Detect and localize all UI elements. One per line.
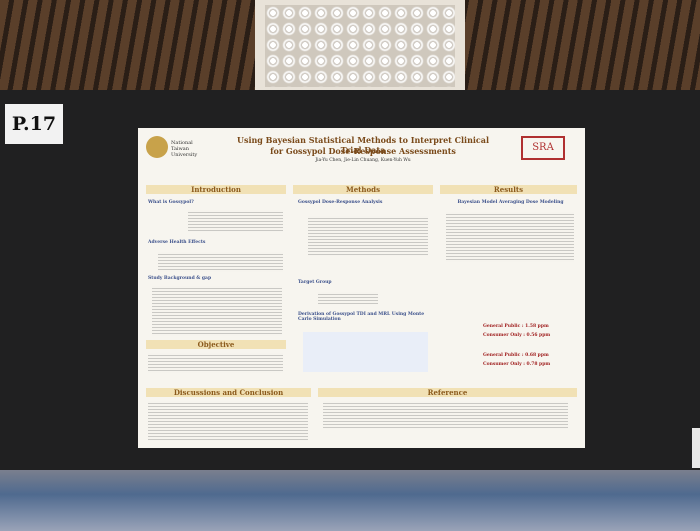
- text-block: [318, 292, 378, 304]
- table: [308, 216, 428, 256]
- board-label: P.17: [5, 104, 63, 144]
- university: National Taiwan University: [171, 140, 198, 158]
- subheading: What is Gossypol?: [148, 200, 194, 205]
- section-heading: Reference: [318, 388, 577, 397]
- section-heading: Objective: [146, 340, 286, 349]
- text-block: [152, 286, 282, 336]
- logo: [146, 136, 168, 158]
- result: General Public : 1.58 ppm: [483, 324, 549, 329]
- carpet: [0, 470, 700, 531]
- text-block: [148, 401, 308, 441]
- authors: Jia-Yu Chen, Jie-Lin Chuang, Kuen-Yuh Wu: [315, 158, 411, 163]
- text-block: [158, 252, 283, 272]
- subheading: Gossypol Dose-Response Analysis: [298, 200, 383, 205]
- result: General Public : 0.68 ppm: [483, 353, 549, 358]
- subheading: Derivation of Gossypol TDI and MRL Using…: [298, 312, 425, 322]
- flow-diagram: [303, 332, 428, 372]
- result: Consumer Only : 0.56 ppm: [483, 333, 551, 338]
- subheading: Bayesian Model Averaging Dose Modeling: [457, 200, 564, 205]
- section-heading: Methods: [293, 185, 433, 194]
- subheading: Study Background & gap: [148, 276, 212, 281]
- poster: National Taiwan University Using Bayesia…: [138, 128, 585, 448]
- table: [446, 212, 574, 262]
- section-heading: Results: [440, 185, 577, 194]
- subheading: Target Group: [298, 280, 332, 285]
- society-logo: SRA: [521, 136, 565, 160]
- section-heading: Discussions and Conclusion: [146, 388, 311, 397]
- section-heading: Introduction: [146, 185, 286, 194]
- light-pattern: [265, 5, 455, 87]
- text-block: [148, 353, 283, 373]
- result: Consumer Only : 0.78 ppm: [483, 362, 551, 367]
- subtitle: for Gossypol Dose-Response Assessments: [270, 146, 456, 156]
- subheading: Adverse Health Effects: [148, 240, 206, 245]
- title: Using Bayesian Statistical Methods to In…: [236, 135, 490, 155]
- ceiling-light: [255, 0, 465, 92]
- sign: [692, 428, 700, 468]
- text-block: [188, 210, 283, 232]
- text-block: [323, 401, 568, 429]
